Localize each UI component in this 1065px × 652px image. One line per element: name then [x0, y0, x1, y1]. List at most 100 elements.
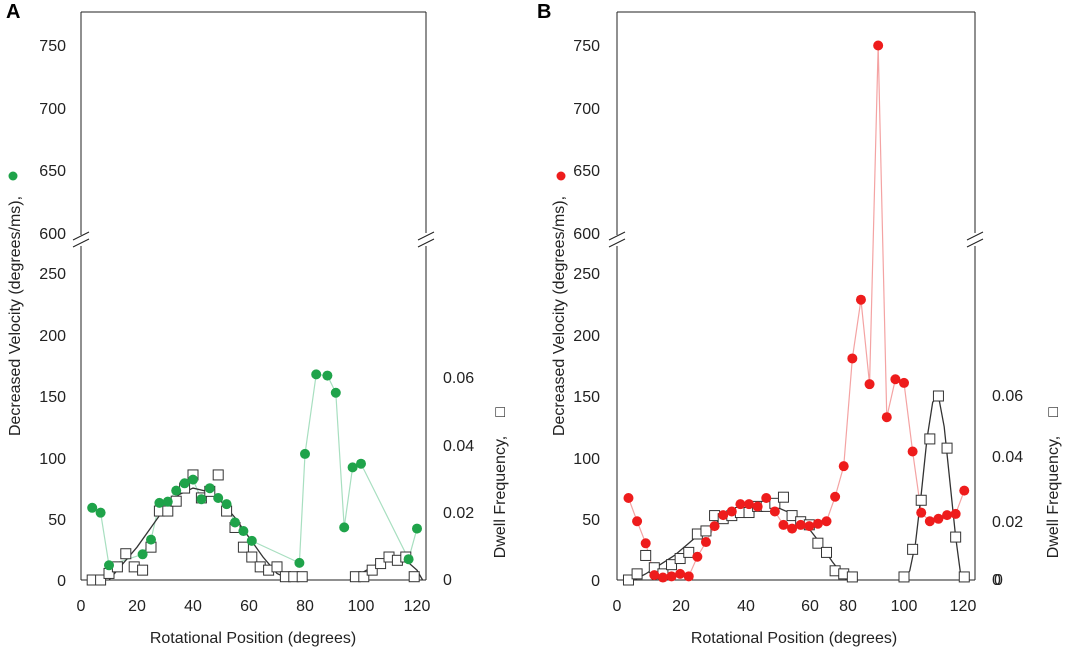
velocity-point [146, 534, 156, 545]
dwell-frequency-point [821, 546, 833, 558]
velocity-point [821, 516, 832, 527]
panel-a-ytick: 0 [57, 573, 66, 590]
panel-a-ytick-upper: 650 [39, 163, 66, 180]
panel-b-y2tick: 0.02 [992, 514, 1023, 531]
dwell-frequency-point [375, 558, 387, 570]
dwell-frequency-point [137, 564, 149, 576]
velocity-point [632, 516, 643, 527]
velocity-point [907, 446, 918, 457]
panel-a-xtick: 0 [77, 598, 86, 615]
dwell-frequency-point [120, 548, 132, 560]
panel-b-y2tick: 0.04 [992, 449, 1023, 466]
velocity-point [899, 377, 909, 388]
velocity-point [933, 513, 944, 524]
panel-b-xtick: 0 [613, 598, 622, 615]
dwell-frequency-point [674, 553, 686, 565]
velocity-point [683, 571, 694, 582]
velocity-point [339, 522, 350, 533]
velocity-point [246, 535, 257, 546]
dwell-frequency-point [271, 561, 283, 573]
dwell-frequency-point [941, 442, 953, 454]
panel-a-y-axis-label-marker [8, 171, 18, 181]
velocity-point [692, 551, 703, 562]
panel-a-xtick: 100 [348, 598, 375, 615]
velocity-point [847, 353, 858, 364]
panel-b-ytick: 50 [582, 512, 600, 529]
panel-b-ytick-upper: 600 [573, 226, 600, 243]
velocity-point [294, 557, 305, 568]
dwell-frequency-point [777, 491, 789, 503]
velocity-point [718, 510, 729, 521]
dwell-frequency-point [932, 390, 944, 402]
velocity-point [300, 448, 310, 459]
panel-a-label: A [6, 1, 20, 23]
velocity-point [959, 485, 970, 496]
velocity-point [942, 510, 953, 521]
panel-a-xtick: 120 [404, 598, 431, 615]
velocity-point [924, 516, 935, 527]
panel-b-left-break-mark [608, 231, 626, 248]
velocity-point [864, 379, 875, 390]
velocity-point [162, 496, 173, 507]
panel-b-label: B [537, 1, 551, 23]
velocity-point [311, 369, 322, 380]
velocity-point [230, 517, 240, 528]
panel-a-ytick: 200 [39, 328, 66, 345]
panel-b-ytick: 0 [591, 573, 600, 590]
panel-b: B 0 50 100 150 200 250 600 650 700 750 0… [537, 1, 1062, 647]
velocity-point [154, 497, 165, 508]
velocity-point [322, 370, 333, 381]
velocity-point [804, 521, 815, 532]
velocity-point [347, 462, 358, 473]
panel-b-ytick-upper: 700 [573, 101, 600, 118]
velocity-point [735, 499, 746, 510]
velocity-point [881, 412, 892, 423]
panel-b-xtick: 80 [839, 598, 857, 615]
velocity-point [356, 458, 366, 469]
panel-b-y2tick-extra: 0 [994, 572, 1003, 589]
panel-b-ytick: 150 [573, 389, 600, 406]
panel-a-left-break-mark [72, 231, 90, 248]
velocity-connector-line [91, 373, 418, 567]
dwell-frequency-point [915, 494, 927, 506]
dwell-frequency-point [95, 574, 107, 586]
panel-b-xtick: 20 [672, 598, 690, 615]
dwell-frequency-point [631, 568, 643, 580]
velocity-point [830, 491, 841, 502]
panel-a-y2-axis-label-symbol: □ [492, 407, 509, 417]
panel-a-ytick-upper: 600 [39, 226, 66, 243]
panel-a-ytick: 100 [39, 451, 66, 468]
dwell-frequency-point [408, 571, 420, 583]
panel-b-xtick: 60 [801, 598, 819, 615]
panel-a-y2tick: 0.06 [443, 370, 474, 387]
velocity-point [87, 502, 98, 513]
panel-a-xtick: 80 [296, 598, 314, 615]
panel-b-y2-axis-label-symbol: □ [1045, 407, 1062, 417]
velocity-point [950, 508, 961, 519]
panel-b-y2tick: 0 [992, 572, 1001, 589]
velocity-point [238, 526, 249, 537]
dwell-frequency-point [907, 543, 919, 555]
velocity-point [726, 506, 737, 517]
velocity-point [137, 549, 148, 560]
velocity-point [640, 538, 651, 549]
panel-b-ytick: 100 [573, 451, 600, 468]
panel-a-xtick: 40 [184, 598, 202, 615]
dwell-frequency-point [237, 541, 249, 553]
panel-a-ytick: 150 [39, 389, 66, 406]
panel-b-ytick-upper: 650 [573, 163, 600, 180]
panel-a-x-axis-label: Rotational Position (degrees) [150, 630, 356, 647]
panel-b-ytick: 200 [573, 328, 600, 345]
panel-b-y-axis-label: Decreased Velocity (degrees/ms), [551, 196, 568, 436]
panel-a-plot-area [86, 369, 424, 586]
panel-b-plot-area [622, 40, 970, 586]
panel-a-y2tick: 0.02 [443, 505, 474, 522]
dwell-frequency-point [666, 559, 678, 571]
velocity-point [761, 492, 772, 503]
dwell-frequency-point [846, 571, 858, 583]
velocity-point [666, 571, 677, 582]
velocity-point [812, 518, 823, 529]
velocity-point [709, 521, 720, 532]
panel-b-x-axis-label: Rotational Position (degrees) [691, 630, 897, 647]
